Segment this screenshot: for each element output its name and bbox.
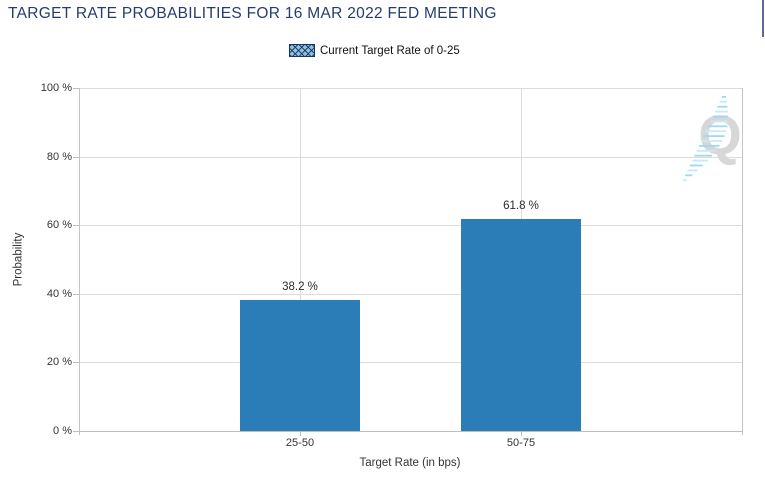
window-edge-line bbox=[762, 0, 764, 37]
y-axis-title: Probability bbox=[12, 232, 25, 287]
watermark-dash bbox=[703, 135, 725, 137]
watermark-dash bbox=[719, 100, 727, 103]
y-tick-mark bbox=[73, 293, 79, 295]
watermark-dash bbox=[710, 120, 729, 123]
y-tick-label: 0 % bbox=[53, 425, 72, 437]
x-tick-label: 25-50 bbox=[285, 437, 315, 449]
watermark-dash bbox=[687, 169, 698, 172]
watermark-dash bbox=[699, 145, 720, 147]
y-axis-line bbox=[79, 88, 80, 435]
watermark-dash bbox=[689, 164, 703, 167]
x-tick-label: 50-75 bbox=[506, 437, 536, 449]
x-axis-title: Target Rate (in bps) bbox=[359, 457, 461, 469]
chart-title: TARGET RATE PROBABILITIES FOR 16 MAR 202… bbox=[8, 5, 497, 22]
x-tick-mark bbox=[300, 431, 301, 436]
gridline-60 bbox=[80, 225, 742, 227]
y-tick-mark bbox=[73, 225, 79, 227]
watermark-dash bbox=[692, 159, 708, 162]
y-tick-label: 80 % bbox=[46, 150, 72, 163]
watermark-q-logo: Q bbox=[682, 96, 742, 182]
bar-50-75[interactable] bbox=[461, 219, 581, 431]
gridline-80 bbox=[80, 156, 742, 158]
watermark-dash bbox=[696, 149, 716, 152]
y-tick-label: 60 % bbox=[46, 219, 72, 232]
watermark-dash bbox=[701, 140, 723, 142]
legend-item[interactable]: Current Target Rate of 0-25 bbox=[289, 44, 460, 57]
bar-value-label: 61.8 % bbox=[503, 200, 539, 213]
y-tick-label: 100 % bbox=[40, 82, 72, 94]
gridline-100 bbox=[80, 88, 742, 89]
bar-value-label: 38.2 % bbox=[282, 280, 318, 293]
y-tick-mark bbox=[73, 88, 79, 89]
bar-25-50[interactable] bbox=[240, 299, 360, 431]
watermark-dash bbox=[715, 110, 728, 113]
x-tick-mark bbox=[521, 431, 522, 436]
legend-crosshatch-swatch-icon bbox=[289, 44, 315, 57]
watermark-dash bbox=[682, 179, 687, 182]
watermark-dash bbox=[705, 130, 727, 133]
watermark-dashes bbox=[682, 96, 729, 182]
legend-label: Current Target Rate of 0-25 bbox=[320, 44, 460, 57]
watermark-dash bbox=[708, 125, 728, 128]
gridline-cat-25-50 bbox=[300, 88, 301, 431]
watermark-dash bbox=[712, 115, 729, 118]
y-tick-mark bbox=[73, 431, 79, 432]
y-tick-mark bbox=[73, 156, 79, 158]
watermark-dash bbox=[717, 105, 728, 108]
gridline-20 bbox=[80, 362, 742, 364]
y-tick-label: 20 % bbox=[46, 356, 72, 369]
y-tick-label: 40 % bbox=[46, 287, 72, 300]
watermark-dash bbox=[685, 174, 693, 177]
x-axis-line bbox=[73, 431, 742, 432]
watermark-dash bbox=[722, 96, 726, 98]
gridline-40 bbox=[80, 293, 742, 295]
y-tick-mark bbox=[73, 362, 79, 364]
plot-right-border bbox=[742, 88, 743, 435]
plot-area: Q 38.2 % 61.8 % bbox=[79, 88, 742, 431]
